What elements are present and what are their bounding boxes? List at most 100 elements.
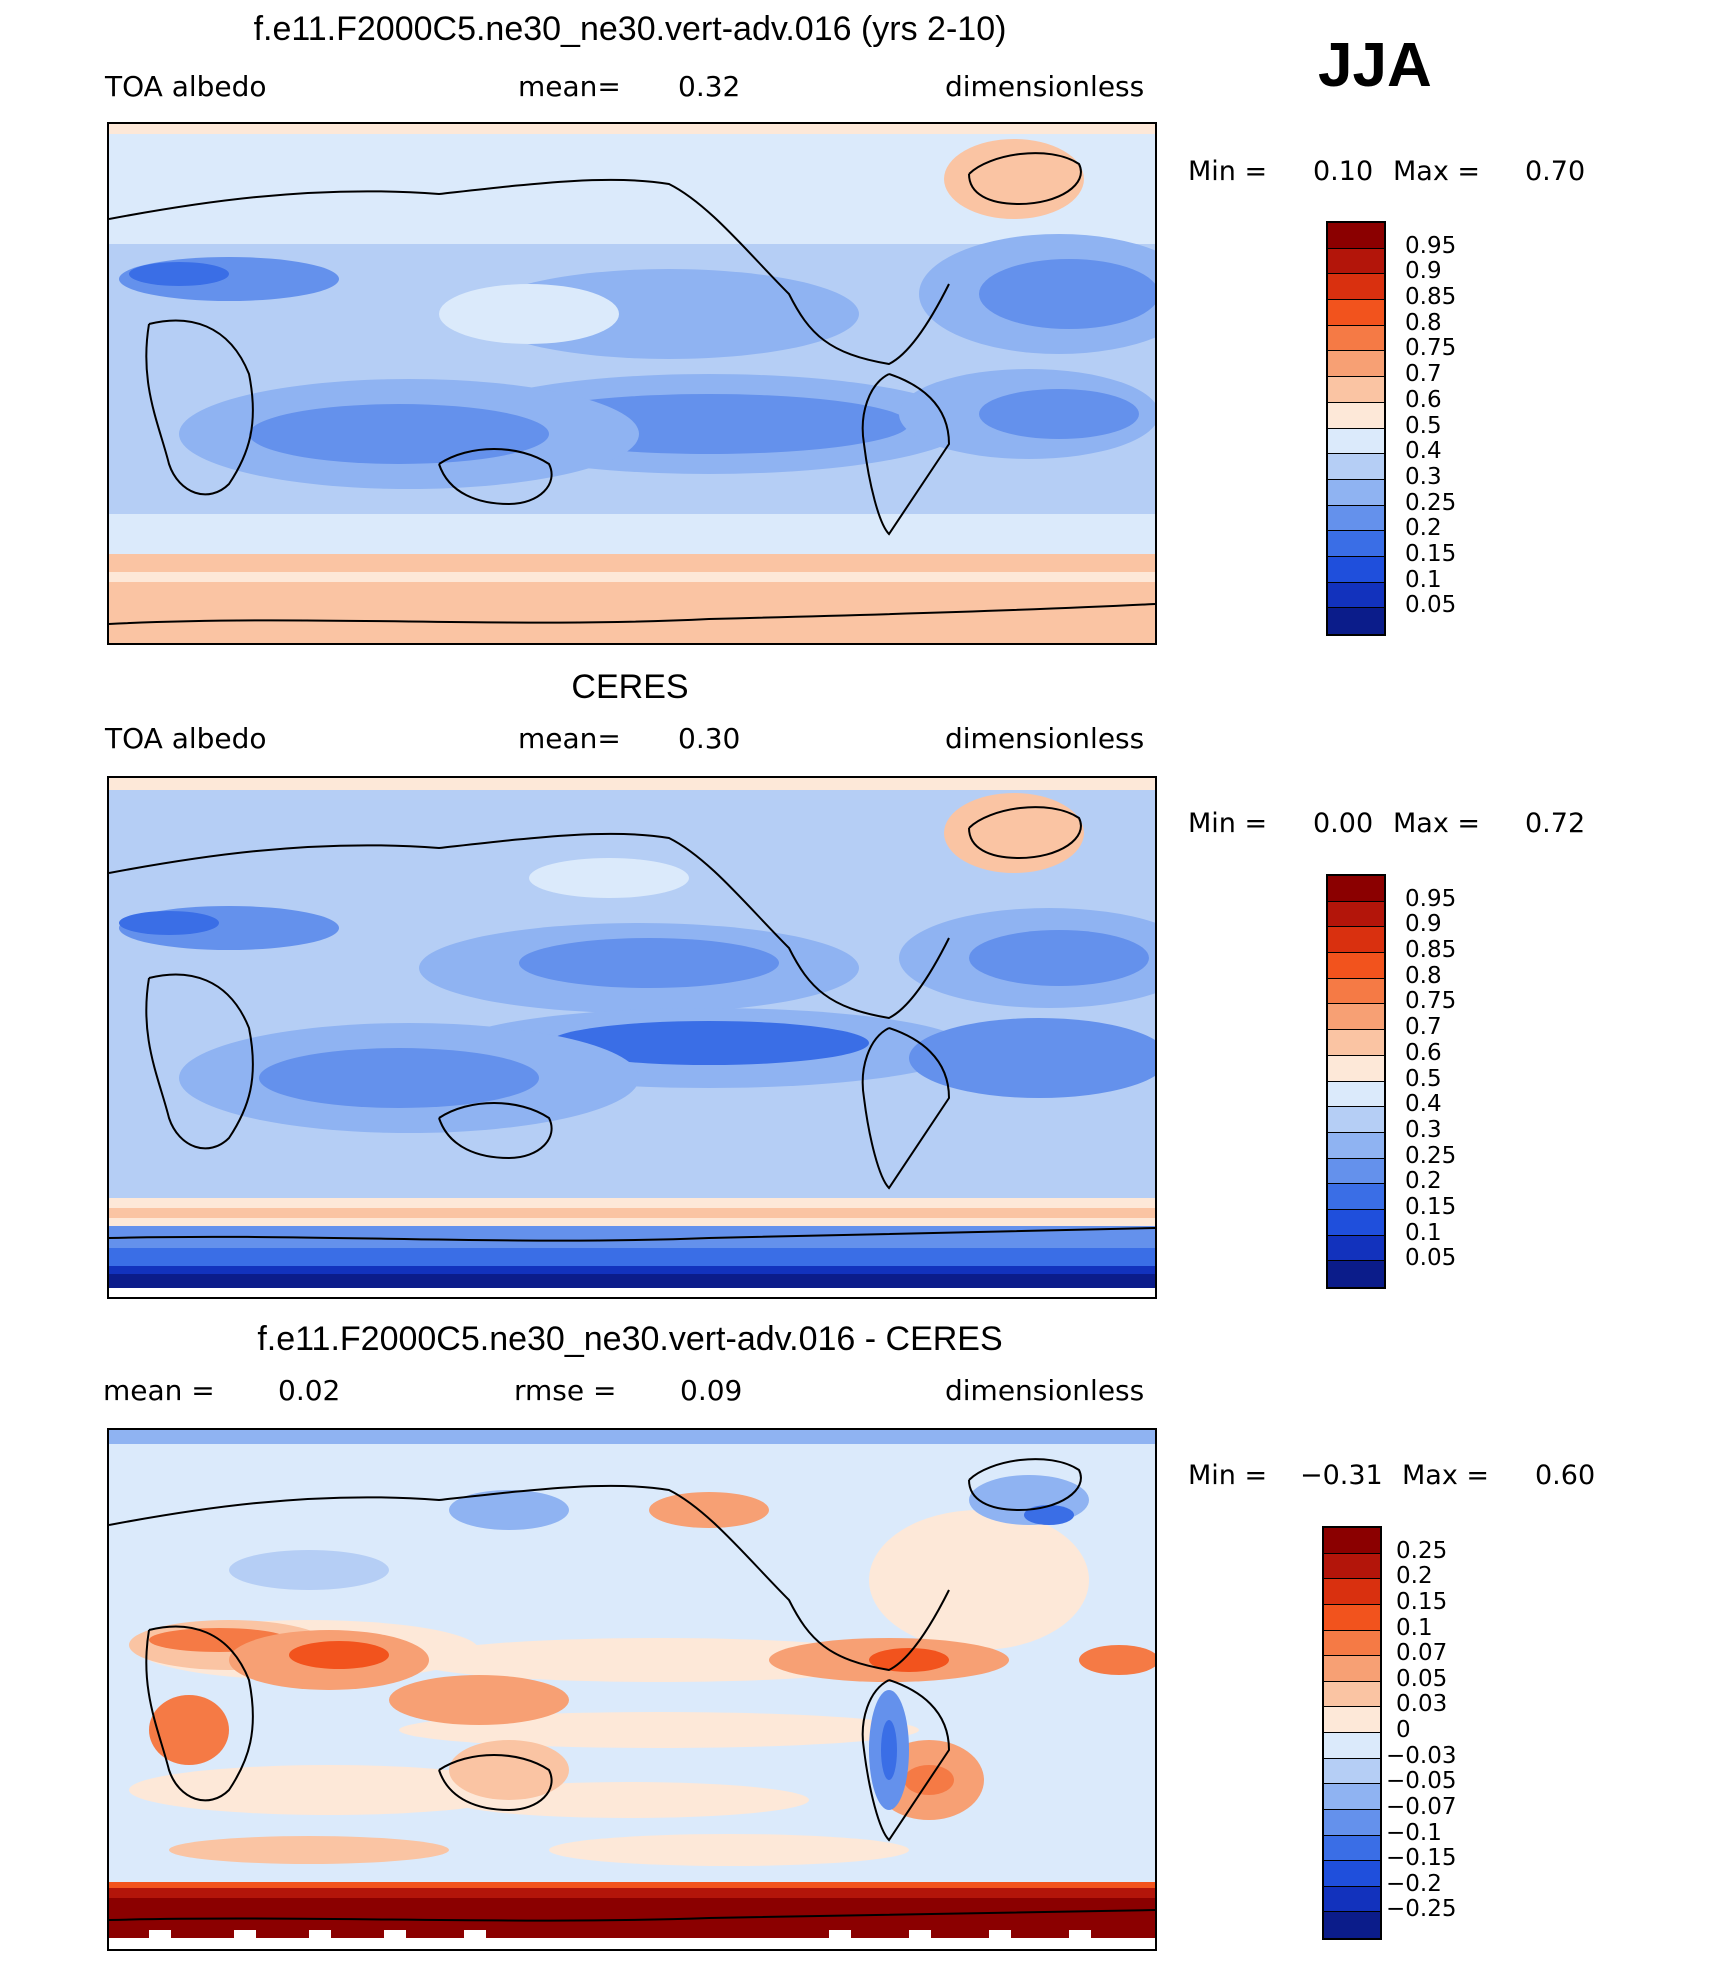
colorbar-difference-box	[1324, 1886, 1380, 1913]
panel-obs-min-value: 0.00	[1313, 808, 1374, 839]
colorbar-model-box	[1328, 582, 1384, 609]
colorbar-model-box	[1328, 325, 1384, 352]
colorbar-model-tick-label: 0.6	[1405, 386, 1442, 413]
colorbar-difference-box	[1324, 1528, 1380, 1554]
panel-model-variable: TOA albedo	[105, 70, 267, 103]
colorbar-model-tick-label: 0.7	[1405, 361, 1442, 388]
panel-diff-rmse-value: 0.09	[680, 1374, 743, 1407]
colorbar-difference-box	[1324, 1835, 1380, 1862]
colorbar-ceres-tick-label: 0.3	[1405, 1116, 1442, 1143]
colorbar-model-tick-label: 0.05	[1405, 592, 1457, 619]
panel-obs-mean-value: 0.30	[678, 722, 741, 755]
colorbar-difference-tick-label: 0.15	[1396, 1588, 1448, 1615]
colorbar-ceres-tick-label: 0.7	[1405, 1014, 1442, 1041]
colorbar-model	[1326, 221, 1386, 636]
colorbar-ceres-tick-label: 0.8	[1405, 962, 1442, 989]
colorbar-ceres-tick-label: 0.25	[1405, 1142, 1457, 1169]
colorbar-difference-tick-label: −0.07	[1386, 1793, 1457, 1820]
colorbar-model-tick-label: 0.95	[1405, 232, 1457, 259]
colorbar-model-tick-label: 0.2	[1405, 515, 1442, 542]
colorbar-model-box	[1328, 428, 1384, 455]
colorbar-ceres-box	[1328, 1184, 1384, 1210]
colorbar-model-box	[1328, 223, 1384, 249]
map-ceres-albedo	[107, 776, 1157, 1299]
colorbar-model-tick-label: 0.3	[1405, 463, 1442, 490]
colorbar-model-box	[1328, 300, 1384, 326]
colorbar-model-box	[1328, 351, 1384, 378]
colorbar-model-box	[1328, 274, 1384, 301]
colorbar-model-box	[1328, 505, 1384, 532]
map-ceres-field	[109, 778, 1155, 1297]
colorbar-difference-box	[1324, 1656, 1380, 1682]
panel-diff-rmse-label: rmse =	[514, 1374, 617, 1407]
panel-obs-variable: TOA albedo	[105, 722, 267, 755]
colorbar-difference-box	[1324, 1861, 1380, 1887]
colorbar-ceres-box	[1328, 978, 1384, 1005]
panel-model-mean-label: mean=	[518, 70, 621, 103]
panel-model-max-label: Max =	[1393, 156, 1481, 187]
colorbar-ceres	[1326, 874, 1386, 1289]
colorbar-ceres-box	[1328, 901, 1384, 928]
colorbar-ceres-box	[1328, 1261, 1384, 1287]
colorbar-ceres-box	[1328, 1030, 1384, 1056]
colorbar-model-box	[1328, 454, 1384, 480]
panel-diff-max-value: 0.60	[1535, 1460, 1596, 1491]
colorbar-ceres-tick-label: 0.2	[1405, 1168, 1442, 1195]
colorbar-ceres-box	[1328, 1209, 1384, 1236]
colorbar-model-tick-label: 0.1	[1405, 566, 1442, 593]
colorbar-difference-box	[1324, 1707, 1380, 1733]
colorbar-ceres-box	[1328, 1055, 1384, 1082]
colorbar-model-box	[1328, 608, 1384, 634]
panel-obs-max-label: Max =	[1393, 808, 1481, 839]
colorbar-difference-box	[1324, 1733, 1380, 1759]
colorbar-difference-tick-label: −0.1	[1386, 1819, 1442, 1846]
panel-diff-max-label: Max =	[1402, 1460, 1490, 1491]
colorbar-difference-box	[1324, 1681, 1380, 1708]
colorbar-model-tick-label: 0.75	[1405, 335, 1457, 362]
panel-model-min-value: 0.10	[1313, 156, 1374, 187]
map-difference	[107, 1428, 1157, 1951]
colorbar-difference-tick-label: −0.25	[1386, 1896, 1457, 1923]
colorbar-ceres-tick-label: 0.1	[1405, 1219, 1442, 1246]
colorbar-model-tick-label: 0.5	[1405, 412, 1442, 439]
colorbar-difference-tick-label: 0.2	[1396, 1563, 1433, 1590]
colorbar-ceres-tick-label: 0.4	[1405, 1091, 1442, 1118]
colorbar-ceres-tick-label: 0.95	[1405, 885, 1457, 912]
map-model-field	[109, 124, 1155, 643]
colorbar-difference-box	[1324, 1758, 1380, 1785]
colorbar-difference-box	[1324, 1579, 1380, 1605]
panel-diff-units: dimensionless	[945, 1374, 1145, 1407]
colorbar-difference-tick-label: 0.05	[1396, 1665, 1448, 1692]
panel-model-title: f.e11.F2000C5.ne30_ne30.vert-adv.016 (yr…	[253, 10, 1007, 48]
colorbar-difference-box	[1324, 1809, 1380, 1836]
colorbar-model-box	[1328, 531, 1384, 557]
colorbar-difference-tick-label: 0.25	[1396, 1537, 1448, 1564]
panel-obs-mean-label: mean=	[518, 722, 621, 755]
colorbar-difference	[1322, 1526, 1382, 1940]
colorbar-difference-tick-label: −0.2	[1386, 1870, 1442, 1897]
panel-diff-mean-value: 0.02	[278, 1374, 341, 1407]
panel-diff-mean-label: mean =	[103, 1374, 215, 1407]
season-label: JJA	[1318, 31, 1432, 100]
panel-obs-max-value: 0.72	[1525, 808, 1586, 839]
map-model-albedo	[107, 122, 1157, 645]
panel-model-max-value: 0.70	[1525, 156, 1586, 187]
colorbar-model-box	[1328, 248, 1384, 275]
colorbar-ceres-box	[1328, 1235, 1384, 1262]
colorbar-difference-tick-label: 0.07	[1396, 1640, 1448, 1667]
colorbar-ceres-tick-label: 0.15	[1405, 1193, 1457, 1220]
colorbar-ceres-tick-label: 0.6	[1405, 1039, 1442, 1066]
colorbar-difference-box	[1324, 1630, 1380, 1657]
panel-diff-min-value: −0.31	[1300, 1460, 1383, 1491]
colorbar-difference-tick-label: 0	[1396, 1717, 1411, 1743]
colorbar-ceres-box	[1328, 953, 1384, 979]
colorbar-model-tick-label: 0.9	[1405, 258, 1442, 285]
colorbar-ceres-box	[1328, 1107, 1384, 1133]
colorbar-ceres-box	[1328, 876, 1384, 902]
panel-diff-title: f.e11.F2000C5.ne30_ne30.vert-adv.016 - C…	[257, 1320, 1003, 1358]
colorbar-model-box	[1328, 556, 1384, 583]
panel-obs-min-label: Min =	[1188, 808, 1268, 839]
colorbar-ceres-tick-label: 0.5	[1405, 1065, 1442, 1092]
colorbar-model-box	[1328, 479, 1384, 506]
colorbar-difference-box	[1324, 1553, 1380, 1580]
